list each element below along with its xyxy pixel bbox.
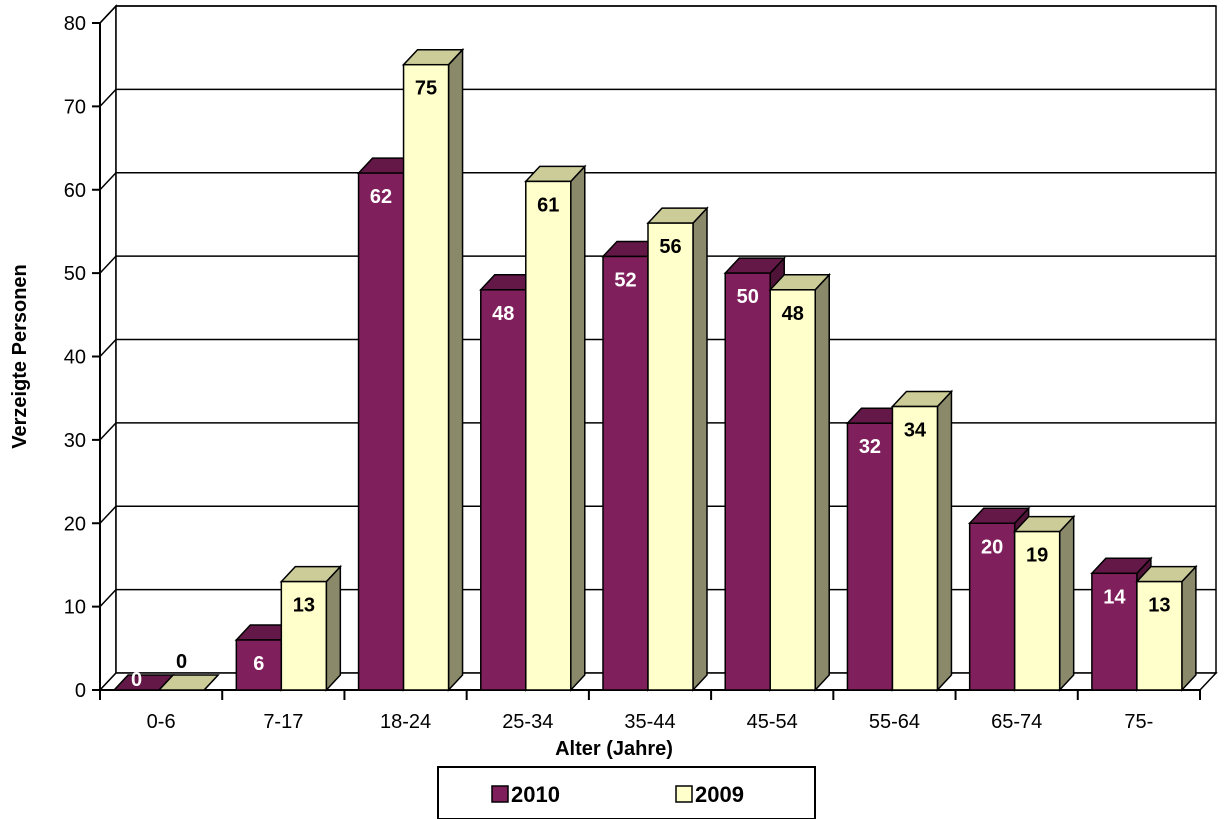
x-tick-label: 45-54: [747, 711, 798, 733]
data-label: 48: [782, 303, 804, 325]
data-labels: 0 0 6 13 62 75 48 61 52 56 50 48 32 34 20 19 14 13: [131, 78, 1170, 691]
gridline: [99, 5, 1216, 24]
x-tick-label: 18-24: [380, 711, 431, 733]
data-label: 75: [415, 78, 437, 100]
y-axis-title: Verzeigte Personen: [9, 264, 31, 449]
data-label: 34: [904, 420, 927, 442]
x-tick-label: 65-74: [991, 711, 1042, 733]
data-label: 61: [537, 194, 559, 216]
x-tick-label: 75-: [1124, 711, 1153, 733]
data-label: 0: [176, 651, 187, 673]
y-tick-label: 20: [64, 513, 86, 535]
bar-2009-0-6: [157, 674, 220, 691]
data-label: 52: [614, 269, 636, 291]
gridline: [99, 88, 1216, 107]
y-tick-label: 60: [64, 180, 86, 202]
x-tick-label: 7-17: [263, 711, 303, 733]
y-tick-label: 80: [64, 13, 86, 35]
bar-2009-18-24: [401, 47, 465, 692]
y-tick-label: 10: [64, 597, 86, 619]
data-label: 13: [293, 595, 315, 617]
data-label: 6: [253, 653, 264, 675]
data-label: 14: [1103, 586, 1126, 608]
y-tick-label: 0: [75, 680, 86, 702]
data-label: 48: [492, 303, 514, 325]
legend-item-2009: 2009: [675, 782, 744, 807]
data-label: 20: [981, 536, 1003, 558]
legend-swatch: [491, 785, 509, 803]
data-label: 50: [737, 286, 759, 308]
bar-2009-55-64: [890, 389, 954, 692]
x-tick-label: 25-34: [502, 711, 553, 733]
bars: [112, 47, 1198, 692]
data-label: 62: [370, 186, 392, 208]
x-tick-label: 0-6: [147, 711, 176, 733]
y-tick-label: 50: [64, 263, 86, 285]
data-label: 32: [859, 436, 881, 458]
bar-2009-35-44: [646, 206, 709, 692]
bar-2009-45-54: [768, 272, 831, 692]
data-label: 0: [131, 669, 142, 691]
data-label: 13: [1148, 595, 1170, 617]
legend-item-2010: 2010: [491, 782, 560, 807]
data-label: 19: [1026, 545, 1048, 567]
x-tick-label: 55-64: [869, 711, 920, 733]
legend: 2010 2009: [437, 766, 816, 819]
bar-2009-75-: [1135, 564, 1198, 692]
y-axis: 0 10 20 30 40 50 60 70 80: [64, 13, 101, 702]
gridline: [99, 338, 1216, 358]
y-tick-label: 30: [64, 430, 86, 452]
y-tick-label: 70: [64, 96, 86, 118]
data-label: 56: [659, 236, 681, 258]
legend-swatch: [675, 785, 693, 803]
bar-2009-7-17: [279, 564, 343, 692]
y-tick-label: 40: [64, 347, 86, 369]
x-axis-title: Alter (Jahre): [555, 738, 673, 760]
bar-2009-65-74: [1012, 514, 1076, 692]
x-tick-label: 35-44: [624, 711, 675, 733]
gridline: [99, 172, 1216, 191]
bar-2009-25-34: [524, 164, 587, 692]
legend-label: 2010: [511, 782, 560, 807]
legend-label: 2009: [695, 782, 744, 807]
gridline: [99, 255, 1216, 274]
x-axis: 0-6 7-17 18-24 25-34 35-44 45-54 55-64 65-74 75-: [99, 689, 1201, 733]
